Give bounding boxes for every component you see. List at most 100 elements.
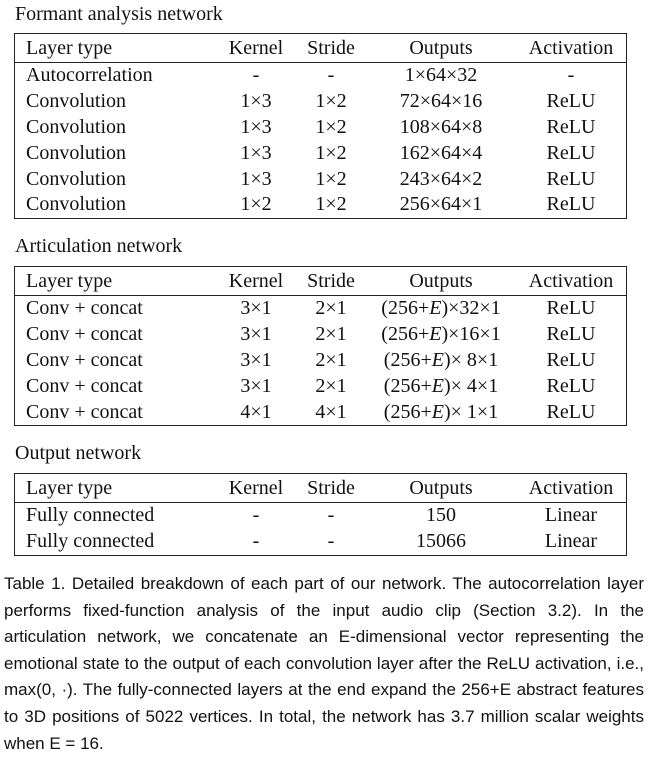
stride-cell: 1×2 bbox=[315, 115, 347, 138]
activation-cell: ReLU bbox=[546, 90, 596, 113]
table-row: Convolution 1×3 1×2 162×64×4 ReLU bbox=[15, 140, 627, 166]
outputs-cell: (256+E)× 4×1 bbox=[383, 374, 499, 397]
outputs-cell: 72×64×16 bbox=[399, 90, 483, 113]
stride-cell: 2×1 bbox=[315, 374, 347, 397]
table-row: Convolution 1×3 1×2 108×64×8 ReLU bbox=[15, 115, 627, 141]
activation-cell: ReLU bbox=[546, 400, 596, 423]
table-row: Fully connected - - 15066 Linear bbox=[15, 529, 627, 555]
header-row: Layer type Kernel Stride Outputs Activat… bbox=[14, 266, 627, 296]
activation-cell: ReLU bbox=[546, 115, 596, 138]
layer-type-cell: Conv + concat bbox=[26, 297, 143, 320]
table-row: Conv + concat 4×1 4×1 (256+E)× 1×1 ReLU bbox=[15, 399, 627, 425]
layer-type-cell: Conv + concat bbox=[26, 374, 143, 397]
header-layer-type: Layer type bbox=[14, 33, 216, 63]
stride-cell: 1×2 bbox=[315, 90, 347, 113]
header-stride: Stride bbox=[296, 473, 366, 503]
activation-cell: Linear bbox=[544, 530, 598, 553]
outputs-cell: (256+E)× 8×1 bbox=[383, 348, 499, 371]
stride-cell: 2×1 bbox=[315, 297, 347, 320]
header-stride: Stride bbox=[296, 33, 366, 63]
stride-cell: - bbox=[327, 530, 335, 553]
stride-cell: 2×1 bbox=[315, 348, 347, 371]
header-outputs: Outputs bbox=[366, 266, 516, 296]
kernel-cell: - bbox=[252, 530, 260, 553]
outputs-cell: (256+E)×32×1 bbox=[381, 297, 501, 320]
output-table: Layer type Kernel Stride Outputs Activat… bbox=[14, 473, 627, 556]
activation-cell: ReLU bbox=[546, 348, 596, 371]
header-outputs: Outputs bbox=[366, 33, 516, 63]
layer-type-cell: Convolution bbox=[26, 141, 127, 164]
kernel-cell: 3×1 bbox=[240, 297, 272, 320]
outputs-cell: (256+E)× 1×1 bbox=[383, 400, 499, 423]
kernel-cell: 1×3 bbox=[240, 141, 272, 164]
layer-type-cell: Fully connected bbox=[26, 504, 155, 527]
formant-table: Layer type Kernel Stride Outputs Activat… bbox=[14, 33, 627, 219]
table-row: Fully connected - - 150 Linear bbox=[15, 503, 627, 529]
outputs-cell: 108×64×8 bbox=[399, 115, 483, 138]
table-row: Conv + concat 3×1 2×1 (256+E)× 4×1 ReLU bbox=[15, 373, 627, 399]
table-caption: Table 1. Detailed breakdown of each part… bbox=[4, 574, 644, 753]
layer-type-cell: Conv + concat bbox=[26, 400, 143, 423]
activation-cell: - bbox=[567, 64, 575, 87]
stride-cell: 2×1 bbox=[315, 323, 347, 346]
table-row: Convolution 1×3 1×2 72×64×16 ReLU bbox=[15, 89, 627, 115]
activation-cell: ReLU bbox=[546, 297, 596, 320]
activation-cell: ReLU bbox=[546, 374, 596, 397]
outputs-cell: 15066 bbox=[416, 530, 466, 553]
layer-type-cell: Autocorrelation bbox=[26, 64, 153, 87]
formant-section-title: Formant analysis network bbox=[15, 3, 223, 25]
layer-type-cell: Convolution bbox=[26, 90, 127, 113]
header-kernel: Kernel bbox=[216, 33, 296, 63]
header-row: Layer type Kernel Stride Outputs Activat… bbox=[14, 473, 627, 503]
layer-type-cell: Convolution bbox=[26, 193, 127, 216]
stride-cell: 4×1 bbox=[315, 400, 347, 423]
table-row: Conv + concat 3×1 2×1 (256+E)× 8×1 ReLU bbox=[15, 348, 627, 374]
layer-type-cell: Convolution bbox=[26, 167, 127, 190]
outputs-cell: 1×64×32 bbox=[404, 64, 478, 87]
header-kernel: Kernel bbox=[216, 473, 296, 503]
outputs-cell: 256×64×1 bbox=[399, 193, 483, 216]
stride-cell: 1×2 bbox=[315, 167, 347, 190]
layer-type-cell: Fully connected bbox=[26, 530, 155, 553]
header-row: Layer type Kernel Stride Outputs Activat… bbox=[14, 33, 627, 63]
kernel-cell: - bbox=[252, 504, 260, 527]
header-layer-type: Layer type bbox=[14, 266, 216, 296]
layer-type-cell: Conv + concat bbox=[26, 348, 143, 371]
table-row: Convolution 1×2 1×2 256×64×1 ReLU bbox=[15, 192, 627, 218]
table-row: Conv + concat 3×1 2×1 (256+E)×16×1 ReLU bbox=[15, 322, 627, 348]
header-layer-type: Layer type bbox=[14, 473, 216, 503]
stride-cell: 1×2 bbox=[315, 141, 347, 164]
outputs-cell: 150 bbox=[426, 504, 456, 527]
activation-cell: Linear bbox=[544, 504, 598, 527]
table-row: Conv + concat 3×1 2×1 (256+E)×32×1 ReLU bbox=[15, 296, 627, 322]
outputs-cell: 243×64×2 bbox=[399, 167, 483, 190]
output-section-title: Output network bbox=[15, 442, 142, 464]
stride-cell: - bbox=[327, 64, 335, 87]
header-kernel: Kernel bbox=[216, 266, 296, 296]
outputs-cell: 162×64×4 bbox=[399, 141, 483, 164]
kernel-cell: 1×2 bbox=[240, 193, 272, 216]
header-stride: Stride bbox=[296, 266, 366, 296]
header-activation: Activation bbox=[516, 33, 627, 63]
layer-type-cell: Conv + concat bbox=[26, 323, 143, 346]
activation-cell: ReLU bbox=[546, 167, 596, 190]
table-row: Autocorrelation - - 1×64×32 - bbox=[15, 63, 627, 89]
kernel-cell: 4×1 bbox=[240, 400, 272, 423]
stride-cell: - bbox=[327, 504, 335, 527]
stride-cell: 1×2 bbox=[315, 193, 347, 216]
outputs-cell: (256+E)×16×1 bbox=[381, 323, 501, 346]
header-outputs: Outputs bbox=[366, 473, 516, 503]
table-row: Convolution 1×3 1×2 243×64×2 ReLU bbox=[15, 166, 627, 192]
kernel-cell: 1×3 bbox=[240, 115, 272, 138]
header-activation: Activation bbox=[516, 266, 627, 296]
activation-cell: ReLU bbox=[546, 323, 596, 346]
kernel-cell: 1×3 bbox=[240, 167, 272, 190]
activation-cell: ReLU bbox=[546, 193, 596, 216]
kernel-cell: 3×1 bbox=[240, 348, 272, 371]
kernel-cell: - bbox=[252, 64, 260, 87]
layer-type-cell: Convolution bbox=[26, 115, 127, 138]
articulation-section-title: Articulation network bbox=[15, 235, 183, 257]
kernel-cell: 3×1 bbox=[240, 323, 272, 346]
header-activation: Activation bbox=[516, 473, 627, 503]
kernel-cell: 1×3 bbox=[240, 90, 272, 113]
